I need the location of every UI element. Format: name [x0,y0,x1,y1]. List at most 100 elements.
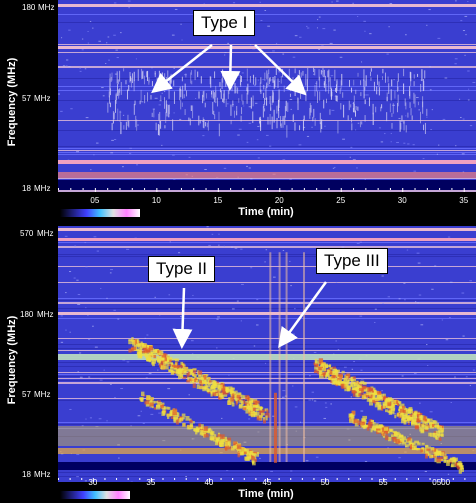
type-ii-burst [451,460,456,464]
type-ii-burst [192,374,197,377]
type-i-burst [264,108,266,112]
type-i-burst [400,123,402,130]
noise-speck [61,37,63,39]
type-i-burst [141,68,143,80]
type-ii-burst [140,342,145,347]
type-ii-burst [367,386,372,392]
type-i-burst [319,112,321,125]
type-i-burst [405,125,407,133]
type-i-burst [422,96,424,108]
noise-speck [161,92,163,94]
noise-speck [392,104,395,106]
type-i-burst [233,110,235,118]
type-ii-burst [128,339,133,345]
noise-speck [361,378,364,380]
type-ii-burst [378,424,384,428]
noise-speck [85,307,87,309]
type-ii-burst [331,380,336,385]
interference-line [58,190,476,192]
type-ii-burst [429,454,433,459]
noise-speck [202,121,204,123]
type-ii-burst [432,420,436,424]
type-ii-burst [354,384,360,389]
type-ii-burst [395,438,400,444]
type-ii-burst [313,370,318,374]
type-i-burst [340,103,342,110]
noise-speck [405,115,407,117]
noise-speck [311,391,315,393]
x-tick-mark [255,478,257,480]
interference-line [58,14,476,15]
type-i-burst [386,112,388,122]
type-i-burst [278,109,280,118]
y-tick-value: 570 [20,229,34,238]
type-i-burst [186,90,188,97]
x-tick-mark [303,188,305,190]
x-tick-mark [180,188,182,190]
interference-line [58,298,476,299]
type-ii-burst [341,370,345,374]
interference-line [58,350,476,351]
interference-band [58,238,476,241]
type-i-burst [404,98,406,106]
noise-speck [436,153,438,155]
type-i-burst [211,90,213,95]
type-i-burst [172,119,174,131]
type-i-burst [164,125,166,129]
type-ii-burst [331,371,337,376]
type-i-burst [239,75,241,86]
type-ii-burst [353,382,358,386]
type-ii-burst [391,405,396,410]
type-ii-burst [374,404,378,408]
type-ii-burst [161,360,165,366]
type-ii-burst [375,396,379,400]
type-ii-burst [248,401,253,405]
type-i-burst [351,117,353,123]
noise-speck [293,308,296,310]
type-ii-burst [161,402,165,406]
noise-speck [412,144,415,146]
type-i-burst [294,122,296,131]
y-tick-value: 57 [22,390,31,399]
type-i-burst [137,69,139,81]
type-i-burst [252,111,254,123]
type-ii-burst [243,451,247,454]
type-i-burst [363,79,365,87]
x-axis-label: Time (min) [238,206,294,218]
type-i-burst [117,84,119,96]
type-ii-burst [221,382,224,386]
noise-speck [226,469,229,471]
noise-speck [169,241,171,243]
x-tick-mark [340,188,342,192]
type-ii-burst [374,398,380,402]
type-ii-burst [220,394,225,399]
type-i-burst [422,101,424,114]
type-ii-burst [173,415,179,420]
noise-speck [292,385,294,387]
type-i-burst [214,114,216,120]
type-ii-burst [366,426,370,431]
noise-speck [137,124,139,126]
noise-speck [300,421,302,423]
noise-speck [211,233,214,235]
type-ii-burst [357,382,362,385]
type-ii-burst [399,413,404,418]
type-ii-burst [353,418,358,423]
noise-speck [60,315,63,317]
type-ii-burst [398,401,401,405]
type-i-burst [192,105,194,119]
interference-line [58,436,476,437]
noise-speck [234,247,238,249]
type-ii-burst [406,408,411,412]
type-ii-burst [213,389,218,392]
x-tick-label: 40 [204,478,214,487]
noise-speck [109,383,112,385]
noise-speck [363,20,366,22]
noise-speck [250,178,253,180]
type-ii-burst [428,432,432,437]
x-tick-mark [426,188,428,190]
type-i-burst [307,67,309,80]
type-i-burst [119,88,121,93]
type-ii-burst [407,422,410,425]
noise-speck [260,19,263,21]
